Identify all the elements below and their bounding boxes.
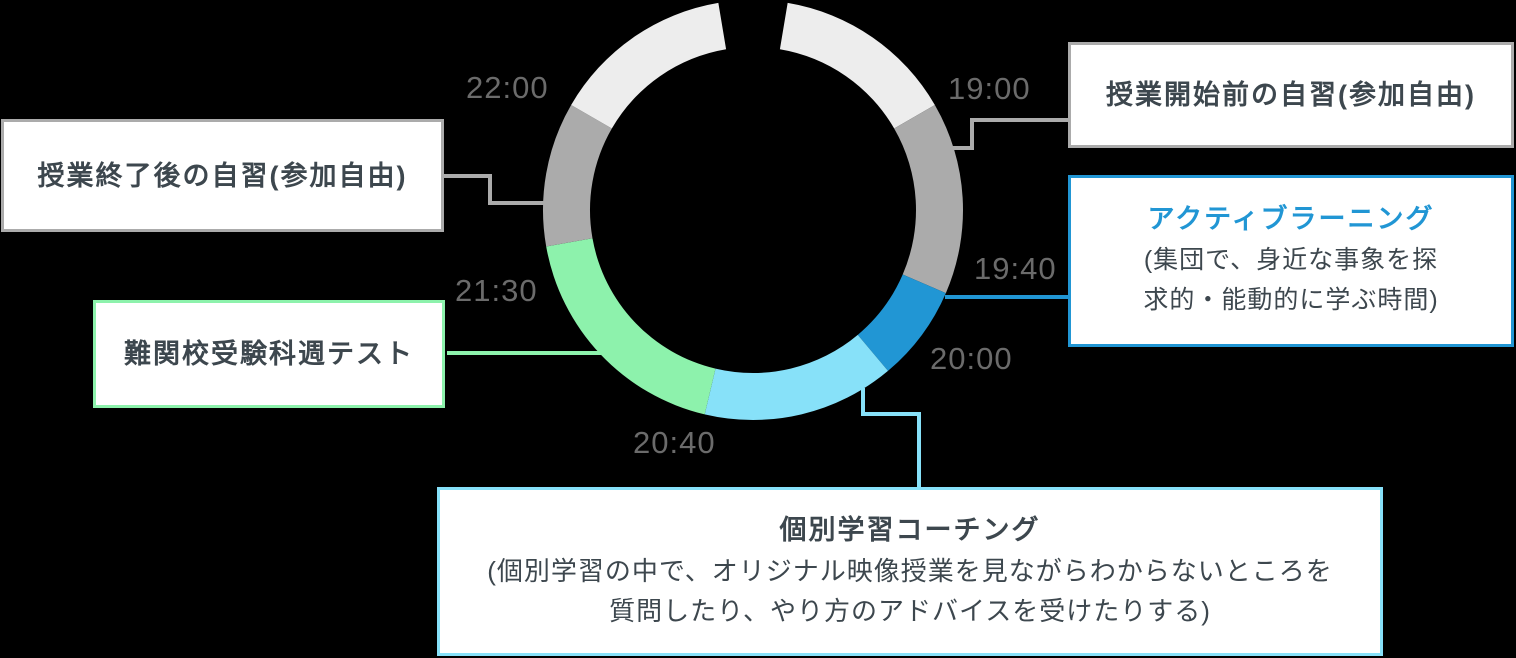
callout-after-class-title: 授業終了後の自習(参加自由)	[37, 160, 408, 191]
callout-active-learning: アクティブラーニング (集団で、身近な事象を探 求的・能動的に学ぶ時間)	[1068, 175, 1514, 347]
donut-segment-off-hours-before	[779, 2, 935, 129]
callout-before-class-title: 授業開始前の自習(参加自由)	[1106, 80, 1476, 110]
donut-segment-active-learning	[857, 274, 946, 371]
donut-segment-advanced-school-weekly-test	[546, 238, 716, 415]
donut-segment-self-study-before-class	[894, 105, 963, 294]
time-label-20-40: 20:40	[633, 425, 716, 460]
donut-segment-off-hours-after	[571, 2, 727, 129]
callout-active-learning-description: (集団で、身近な事象を探 求的・能動的に学ぶ時間)	[1143, 246, 1439, 314]
connector-after-class-study	[444, 174, 544, 205]
callout-weekly-test: 難関校受験科週テスト	[93, 300, 445, 408]
time-label-20-00: 20:00	[930, 341, 1013, 376]
time-label-22-00: 22:00	[466, 70, 549, 105]
time-label-21-30: 21:30	[455, 273, 538, 308]
callout-weekly-test-title: 難関校受験科週テスト	[124, 339, 414, 369]
donut-segment-individual-coaching	[704, 334, 888, 420]
callout-individual-coaching-title: 個別学習コーチング	[779, 514, 1041, 545]
connector-individual-coaching	[861, 388, 921, 489]
time-label-19-40: 19:40	[974, 251, 1057, 286]
callout-before-class-self-study: 授業開始前の自習(参加自由)	[1068, 42, 1514, 148]
time-label-19-00: 19:00	[948, 71, 1031, 106]
callout-individual-coaching-description: (個別学習の中で、オリジナル映像授業を見ながらわからないところを 質問したり、や…	[487, 555, 1333, 626]
callout-after-class-self-study: 授業終了後の自習(参加自由)	[1, 119, 444, 232]
callout-active-learning-title: アクティブラーニング	[1147, 204, 1435, 234]
callout-individual-coaching: 個別学習コーチング (個別学習の中で、オリジナル映像授業を見ながらわからないとこ…	[437, 487, 1383, 656]
connector-before-class-study	[953, 118, 1068, 150]
donut-segment-self-study-after-class	[543, 105, 612, 247]
